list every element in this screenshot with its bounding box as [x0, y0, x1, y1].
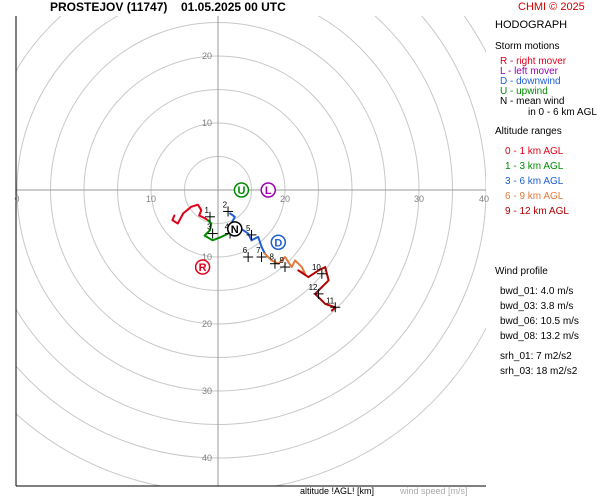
altitude-range-3-6: 3 - 6 km AGL [505, 176, 564, 187]
storm-motion-circle [227, 221, 243, 237]
altitude-marker: 5 [246, 224, 257, 240]
altitude-marker-label: 1 [205, 206, 210, 215]
altitude-marker: 7 [256, 246, 267, 262]
altitude-marker: 11 [326, 296, 341, 313]
altitude-marker: 1 [205, 206, 215, 222]
altitude-range-9-12: 9 - 12 km AGL [505, 206, 569, 217]
storm-motion-right: R - right mover [500, 56, 567, 67]
wind-speed-label: wind speed [m/s] [400, 486, 468, 496]
storm-motion-mean: N - mean wind [500, 96, 565, 107]
altitude-marker: 6 [243, 246, 254, 262]
storm-motion-marker-d: D [270, 234, 287, 251]
altitude-range-1-3: 1 - 3 km AGL [505, 161, 564, 172]
hodograph-segment-3 [263, 252, 307, 275]
storm-motion-letter: L [265, 185, 272, 197]
range-ring [16, 16, 453, 425]
storm-motion-marker-l: L [260, 182, 276, 198]
altitude-marker-label: 4 [225, 223, 230, 232]
panel-title: HODOGRAPH [495, 19, 568, 31]
altitude-axis-label: altitude !AGL! [km] [300, 486, 375, 496]
altitude-marker-label: 7 [256, 246, 261, 255]
x-tick-label: 10 [146, 194, 156, 204]
altitude-ranges-title: Altitude ranges [495, 126, 562, 137]
y-tick-label: 20 [202, 319, 212, 329]
x-tick-label: 40 [479, 194, 489, 204]
altitude-marker: 12 [309, 283, 324, 299]
hodograph-segment-2 [229, 212, 266, 255]
y-tick-label: 20 [202, 51, 212, 61]
storm-motion-letter: R [199, 262, 207, 274]
altitude-marker-label: 11 [326, 296, 335, 305]
x-tick-label: 30 [414, 194, 424, 204]
storm-motions-title: Storm motions [495, 41, 560, 52]
storm-motion-letter: D [274, 237, 282, 249]
y-tick-label: 30 [202, 386, 212, 396]
bwd-03: bwd_03: 3.8 m/s [500, 301, 574, 312]
storm-motion-mean-range: in 0 - 6 km AGL [528, 107, 597, 118]
y-tick-label: 10 [202, 252, 212, 262]
altitude-marker-label: 8 [269, 253, 274, 262]
altitude-marker-label: 12 [309, 283, 318, 292]
storm-motion-marker-n: N [227, 221, 243, 237]
wind-profile-title: Wind profile [495, 266, 548, 277]
y-tick-label: 40 [202, 453, 212, 463]
srh-01: srh_01: 7 m2/s2 [500, 351, 572, 362]
storm-motion-circle [260, 182, 276, 198]
storm-motion-left: L - left mover [500, 66, 558, 77]
storm-motion-downwind: D - downwind [500, 76, 561, 87]
brand-label: CHMI © 2025 [518, 1, 585, 13]
altitude-marker-label: 10 [312, 263, 321, 272]
x-tick-label: 20 [280, 194, 290, 204]
altitude-range-0-1: 0 - 1 km AGL [505, 146, 564, 157]
storm-motion-letter: N [231, 224, 239, 236]
storm-motion-letter: U [237, 185, 245, 197]
altitude-marker: 8 [269, 253, 280, 269]
hodograph-segment-4 [297, 266, 337, 312]
altitude-marker: 2 [223, 200, 234, 217]
y-tick-label: 10 [202, 118, 212, 128]
altitude-marker: 3 [207, 223, 218, 239]
altitude-marker-label: 9 [280, 256, 285, 265]
bwd-08: bwd_08: 13.2 m/s [500, 331, 579, 342]
station-title: PROSTEJOV (11747) [50, 0, 168, 14]
hodograph-segment-0 [171, 203, 209, 225]
bwd-01: bwd_01: 4.0 m/s [500, 286, 574, 297]
storm-motion-circle [233, 182, 250, 198]
datetime-title: 01.05.2025 00 UTC [181, 0, 286, 14]
altitude-marker-label: 2 [223, 200, 228, 209]
bwd-06: bwd_06: 10.5 m/s [500, 316, 579, 327]
storm-motion-circle [194, 259, 211, 275]
altitude-marker-label: 3 [207, 223, 212, 232]
altitude-marker-label: 5 [246, 224, 251, 233]
x-tick-label: 0 [14, 194, 19, 204]
legend-panel: HODOGRAPH Storm motions R - right mover … [490, 0, 600, 500]
storm-motion-upwind: U - upwind [500, 86, 548, 97]
storm-motion-marker-r: R [194, 259, 211, 275]
altitude-range-6-9: 6 - 9 km AGL [505, 191, 564, 202]
srh-03: srh_03: 18 m2/s2 [500, 366, 578, 377]
storm-motion-circle [270, 234, 287, 251]
altitude-marker-label: 6 [243, 246, 248, 255]
storm-motion-marker-u: U [233, 182, 250, 198]
altitude-marker: 9 [280, 256, 290, 273]
altitude-marker: 10 [312, 263, 327, 279]
